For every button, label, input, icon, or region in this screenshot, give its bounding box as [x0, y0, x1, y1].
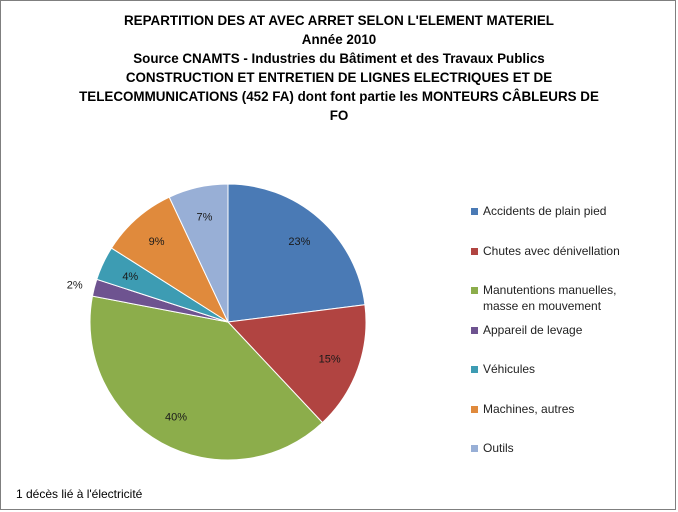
legend-item: Outils	[471, 440, 514, 456]
slice-label: 2%	[67, 280, 83, 292]
pie-slice	[226, 304, 367, 424]
legend-swatch	[471, 247, 478, 255]
legend-label: Machines, autres	[483, 401, 575, 416]
slice-label: 9%	[149, 236, 165, 248]
title-line: REPARTITION DES AT AVEC ARRET SELON L'EL…	[124, 13, 554, 28]
title-line: FO	[329, 108, 349, 123]
legend-swatch	[471, 326, 478, 334]
slice-label: 7%	[196, 212, 212, 224]
legend-item: Appareil de levage	[471, 322, 582, 338]
legend-label: Véhicules	[483, 362, 536, 376]
pie-slice	[89, 295, 324, 461]
legend-label: Appareil de levage	[483, 322, 583, 337]
chart-title: REPARTITION DES AT AVEC ARRET SELON L'EL…	[1, 11, 677, 125]
slice-label: 40%	[165, 412, 187, 424]
legend-label: Chutes avec dénivellation	[483, 243, 620, 258]
legend-item: Manutentions manuelles, masse en mouvemen…	[471, 282, 616, 314]
legend-swatch	[471, 405, 478, 413]
pie-slice	[168, 183, 229, 323]
footnote: 1 décès lié à l'électricité	[16, 487, 143, 501]
legend-item: Véhicules	[471, 361, 535, 377]
title-line: TELECOMMUNICATIONS (452 FA) dont font pa…	[79, 89, 599, 104]
legend-swatch	[471, 366, 478, 373]
legend-swatch	[471, 445, 478, 452]
pie-slice	[227, 183, 366, 323]
title-line: Source CNAMTS - Industries du Bâtiment e…	[133, 51, 545, 66]
slice-label: 15%	[319, 354, 341, 366]
legend-item: Chutes avec dénivellation	[471, 243, 620, 259]
legend-item: Machines, autres	[471, 401, 574, 417]
legend-swatch	[471, 287, 478, 294]
slice-label: 4%	[122, 271, 138, 283]
legend-label: Outils	[483, 441, 514, 455]
legend-item: Accidents de plain pied	[471, 203, 606, 219]
legend-label: Manutentions manuelles, masse en mouvemen…	[483, 283, 617, 313]
title-line: Année 2010	[301, 32, 377, 47]
slice-label: 23%	[288, 236, 310, 248]
legend-swatch	[471, 208, 478, 215]
legend-label: Accidents de plain pied	[483, 204, 607, 218]
title-line: CONSTRUCTION ET ENTRETIEN DE LIGNES ELEC…	[125, 70, 553, 85]
